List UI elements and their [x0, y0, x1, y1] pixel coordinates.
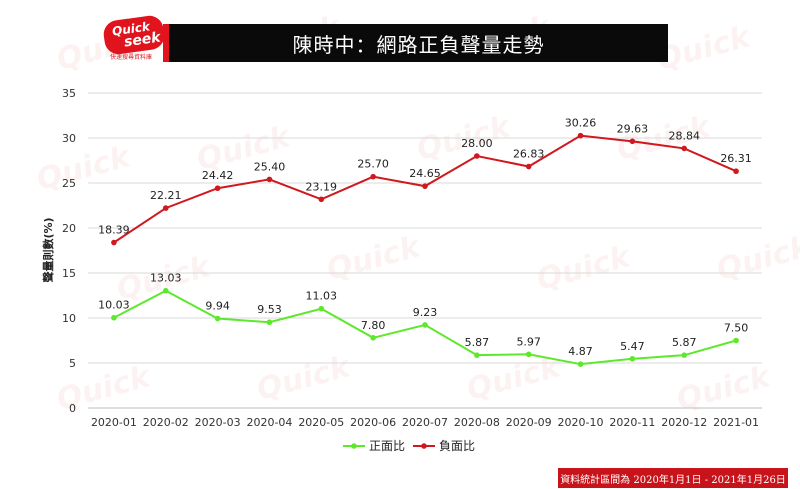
quickseek-logo: Quick seek 快速搜尋資料庫 — [101, 13, 167, 61]
data-point — [629, 138, 636, 145]
data-label: 7.80 — [361, 319, 386, 332]
data-label: 23.19 — [306, 180, 338, 193]
data-point — [681, 145, 688, 152]
logo-subtitle: 快速搜尋資料庫 — [110, 54, 153, 61]
data-point — [370, 173, 376, 180]
legend-marker — [351, 443, 357, 449]
data-label: 28.84 — [668, 129, 700, 142]
data-point — [577, 132, 584, 139]
data-point — [474, 352, 480, 358]
x-tick-label: 2020-12 — [661, 416, 707, 429]
data-point — [733, 337, 739, 344]
x-tick-label: 2020-01 — [91, 416, 137, 429]
x-tick-label: 2021-01 — [713, 416, 759, 429]
data-point — [266, 176, 273, 183]
data-point — [422, 183, 428, 189]
x-tick-label: 2020-09 — [506, 416, 552, 429]
data-point — [370, 335, 376, 341]
y-tick-label: 0 — [69, 402, 76, 415]
data-point — [681, 352, 688, 358]
data-label: 4.87 — [568, 345, 593, 358]
data-label: 30.26 — [565, 117, 597, 130]
data-point — [474, 153, 480, 159]
data-point — [162, 205, 169, 211]
data-point — [629, 355, 636, 362]
y-tick-label: 30 — [62, 132, 76, 145]
data-point — [577, 361, 584, 367]
data-label: 5.47 — [620, 340, 645, 353]
legend-label: 負面比 — [439, 439, 475, 453]
data-label: 11.03 — [306, 290, 338, 303]
data-point — [111, 314, 117, 321]
legend-marker — [421, 443, 427, 449]
data-point — [162, 287, 169, 294]
data-label: 22.21 — [150, 189, 182, 202]
data-label: 24.65 — [409, 167, 441, 180]
data-label: 24.42 — [202, 169, 234, 182]
data-point — [525, 163, 532, 170]
data-label: 26.31 — [720, 152, 752, 165]
data-point — [318, 196, 325, 203]
data-label: 26.83 — [513, 148, 545, 161]
y-tick-label: 35 — [62, 87, 76, 100]
x-tick-label: 2020-02 — [143, 416, 189, 429]
data-label: 9.53 — [257, 303, 282, 316]
data-point — [318, 305, 325, 312]
data-point — [422, 322, 428, 328]
data-label: 5.87 — [465, 336, 490, 349]
x-tick-label: 2020-07 — [402, 416, 448, 429]
y-tick-label: 10 — [62, 312, 76, 325]
data-point — [214, 185, 221, 192]
data-label: 13.03 — [150, 272, 182, 285]
x-tick-label: 2020-11 — [609, 416, 655, 429]
x-tick-label: 2020-03 — [195, 416, 241, 429]
data-label: 5.97 — [516, 335, 541, 348]
data-label: 25.40 — [254, 160, 286, 173]
x-tick-label: 2020-04 — [246, 416, 292, 429]
data-point — [733, 168, 739, 175]
y-tick-label: 15 — [62, 267, 76, 280]
title-bar: 陳時中：網路正負聲量走勢 — [163, 24, 668, 62]
series-line-negative — [113, 134, 737, 244]
x-tick-label: 2020-10 — [558, 416, 604, 429]
chart-title: 陳時中：網路正負聲量走勢 — [292, 32, 545, 57]
footnote: 資料統計區間為 2020年1月1日 - 2021年1月26日 — [558, 468, 788, 488]
x-tick-label: 2020-06 — [350, 416, 396, 429]
y-tick-label: 20 — [62, 222, 76, 235]
y-axis-label: 聲量則數(%) — [41, 217, 55, 282]
data-point — [111, 239, 117, 246]
data-label: 28.00 — [461, 137, 493, 150]
data-label: 18.39 — [98, 223, 130, 236]
data-point — [266, 319, 273, 326]
y-tick-label: 25 — [62, 177, 76, 190]
data-label: 25.70 — [357, 158, 389, 171]
y-tick-label: 5 — [69, 357, 76, 370]
data-label: 9.94 — [205, 300, 230, 313]
data-label: 7.50 — [724, 322, 749, 335]
data-label: 29.63 — [617, 122, 649, 135]
x-tick-label: 2020-08 — [454, 416, 500, 429]
data-point — [214, 315, 221, 322]
data-label: 10.03 — [98, 299, 130, 312]
data-point — [525, 351, 532, 358]
data-label: 5.87 — [672, 336, 697, 349]
data-label: 9.23 — [413, 306, 438, 319]
legend-label: 正面比 — [369, 439, 405, 453]
x-tick-label: 2020-05 — [298, 416, 344, 429]
